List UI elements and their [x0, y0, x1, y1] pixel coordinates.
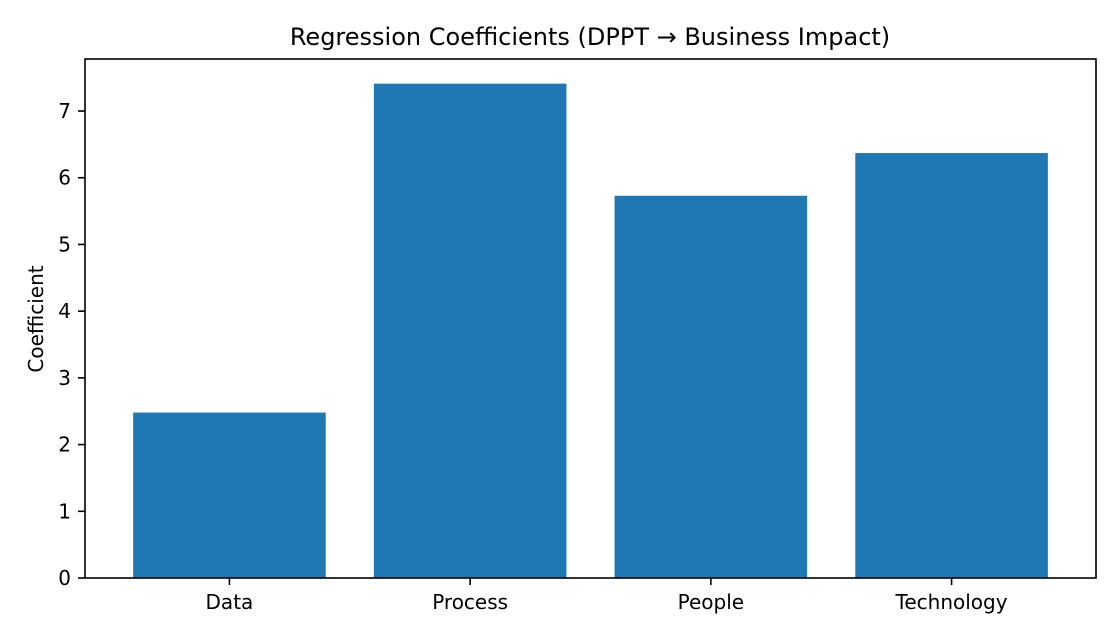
x-tick-label: Technology — [895, 590, 1008, 614]
bar-people — [614, 195, 808, 578]
bars-group — [133, 83, 1048, 578]
x-axis-ticks: Data Process People Technology — [206, 578, 1008, 614]
y-tick-label: 1 — [58, 499, 71, 523]
y-tick-label: 4 — [58, 299, 71, 323]
y-tick-label: 2 — [58, 433, 71, 457]
bar-data — [133, 412, 326, 578]
y-tick-label: 0 — [58, 566, 71, 590]
bar-process — [373, 83, 567, 578]
x-tick-label: Process — [432, 590, 508, 614]
y-tick-label: 5 — [58, 232, 71, 256]
y-axis-ticks: 0 1 2 3 4 5 6 7 — [58, 99, 85, 590]
plot-area-frame — [84, 58, 1097, 579]
y-axis-label: Coefficient — [24, 265, 48, 372]
y-tick-label: 6 — [58, 166, 71, 190]
x-tick-label: People — [678, 590, 744, 614]
chart-title: Regression Coefficients (DPPT → Business… — [290, 23, 890, 51]
bar-technology — [855, 153, 1048, 578]
y-tick-label: 3 — [58, 366, 71, 390]
x-tick-label: Data — [206, 590, 254, 614]
y-tick-label: 7 — [58, 99, 71, 123]
